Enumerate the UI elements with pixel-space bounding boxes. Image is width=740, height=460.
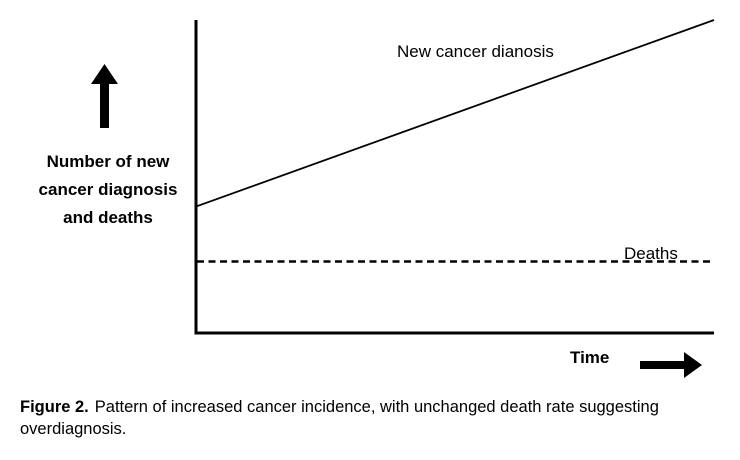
x-axis-label: Time <box>570 348 610 367</box>
series-label-deaths: Deaths <box>624 244 678 263</box>
plot-area <box>196 19 715 263</box>
caption-text: Pattern of increased cancer incidence, w… <box>20 398 659 438</box>
y-axis-label-line-2: cancer diagnosis <box>38 180 178 199</box>
y-axis-label-line-1: Number of new <box>46 152 170 171</box>
series-label-new-cancer-diagnosis: New cancer dianosis <box>397 42 554 61</box>
y-axis-label-line-3: and deaths <box>63 208 153 227</box>
figure-caption: Figure 2. Pattern of increased cancer inc… <box>20 396 720 440</box>
y-axis-label: Number of new cancer diagnosis and death… <box>18 148 198 232</box>
series-line-new-cancer-diagnosis <box>196 19 715 208</box>
y-axis-arrow-icon <box>91 64 118 128</box>
figure-number: Figure 2. <box>20 398 89 416</box>
x-axis-arrow-icon <box>640 352 702 378</box>
